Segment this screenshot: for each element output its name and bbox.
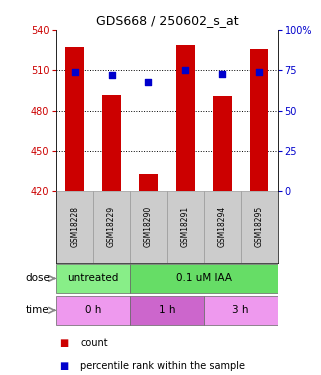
Text: 1 h: 1 h xyxy=(159,305,175,315)
Bar xyxy=(130,264,278,293)
Point xyxy=(109,72,114,78)
Text: percentile rank within the sample: percentile rank within the sample xyxy=(80,361,245,370)
Point xyxy=(256,69,262,75)
Point xyxy=(183,68,188,74)
Text: ■: ■ xyxy=(59,361,69,370)
Text: GSM18291: GSM18291 xyxy=(181,206,190,248)
Bar xyxy=(93,191,130,262)
Bar xyxy=(213,96,231,191)
Text: 0 h: 0 h xyxy=(85,305,101,315)
Text: 0.1 uM IAA: 0.1 uM IAA xyxy=(176,273,232,284)
Bar xyxy=(176,45,195,191)
Bar xyxy=(56,191,93,262)
Text: 3 h: 3 h xyxy=(232,305,249,315)
Text: GSM18294: GSM18294 xyxy=(218,206,227,248)
Bar xyxy=(204,191,241,262)
Bar xyxy=(56,296,130,325)
Bar xyxy=(56,264,130,293)
Bar xyxy=(139,174,158,191)
Text: GSM18228: GSM18228 xyxy=(70,206,79,248)
Title: GDS668 / 250602_s_at: GDS668 / 250602_s_at xyxy=(96,15,238,27)
Text: GSM18290: GSM18290 xyxy=(144,206,153,248)
Bar xyxy=(241,191,278,262)
Point xyxy=(220,70,225,76)
Text: untreated: untreated xyxy=(67,273,119,284)
Bar xyxy=(250,49,268,191)
Bar xyxy=(130,191,167,262)
Bar xyxy=(167,191,204,262)
Text: GSM18229: GSM18229 xyxy=(107,206,116,248)
Bar xyxy=(130,296,204,325)
Text: dose: dose xyxy=(25,273,50,284)
Text: time: time xyxy=(26,305,50,315)
Bar xyxy=(204,296,278,325)
Point xyxy=(72,69,77,75)
Bar xyxy=(65,48,84,191)
Text: count: count xyxy=(80,338,108,348)
Bar xyxy=(102,94,121,191)
Point xyxy=(146,79,151,85)
Text: GSM18295: GSM18295 xyxy=(255,206,264,248)
Text: ■: ■ xyxy=(59,338,69,348)
